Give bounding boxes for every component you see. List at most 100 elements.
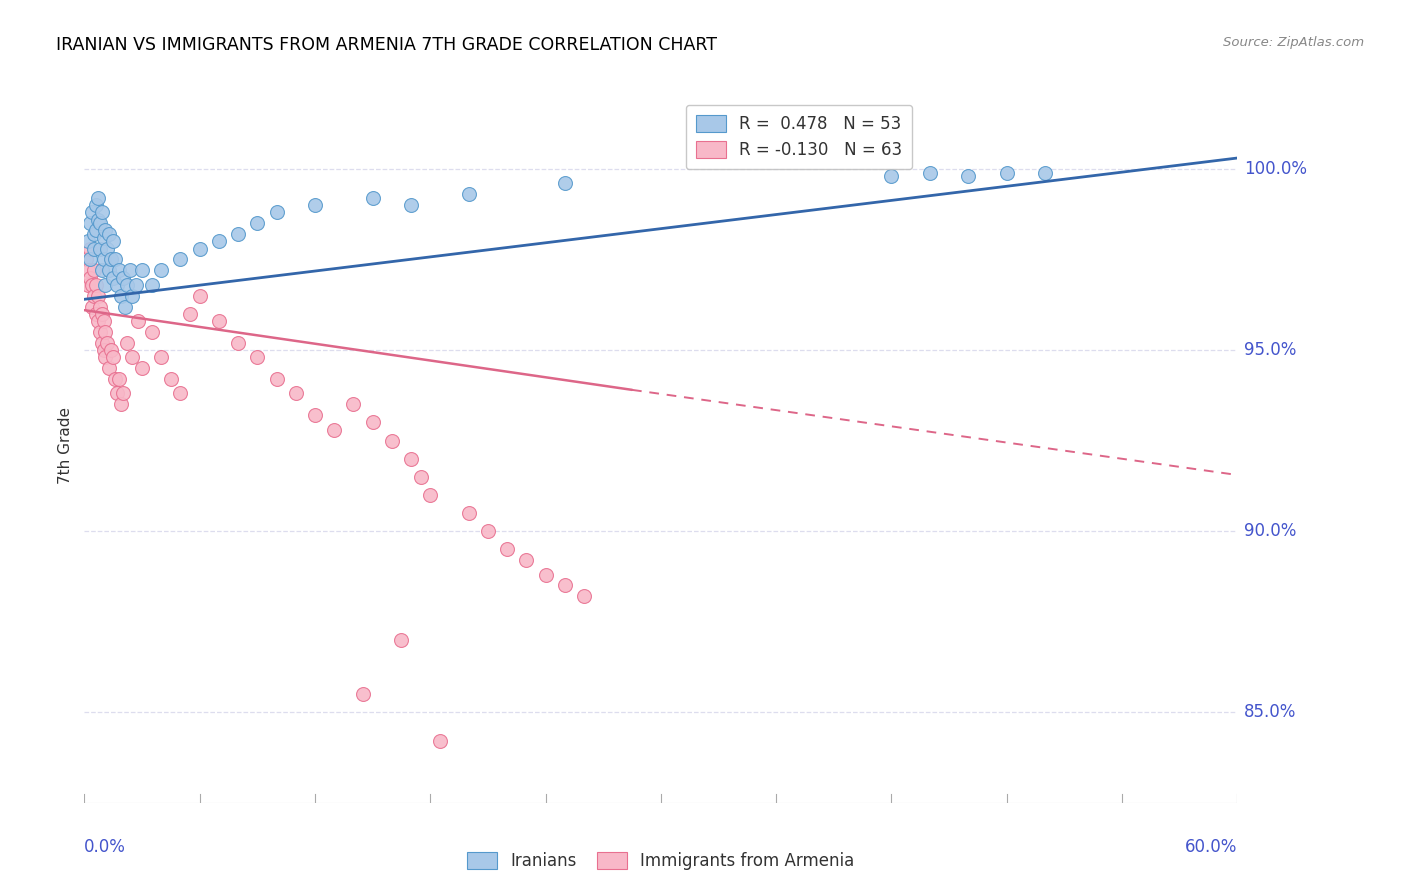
Point xyxy=(77,263,100,277)
Point xyxy=(103,235,124,249)
Point xyxy=(84,277,107,292)
Point xyxy=(226,227,249,241)
Point xyxy=(115,277,138,292)
Point xyxy=(104,372,127,386)
Point xyxy=(284,386,307,401)
Point xyxy=(89,325,111,339)
Point xyxy=(98,263,121,277)
Text: 100.0%: 100.0% xyxy=(1244,160,1308,178)
Point xyxy=(477,524,499,538)
Point xyxy=(75,252,97,267)
Point xyxy=(103,351,124,365)
Point xyxy=(110,288,132,302)
Text: 0.0%: 0.0% xyxy=(84,838,127,856)
Point xyxy=(93,343,115,357)
Text: IRANIAN VS IMMIGRANTS FROM ARMENIA 7TH GRADE CORRELATION CHART: IRANIAN VS IMMIGRANTS FROM ARMENIA 7TH G… xyxy=(56,36,717,54)
Point xyxy=(179,307,201,321)
Point xyxy=(96,335,118,350)
Point xyxy=(457,187,479,202)
Point xyxy=(150,351,173,365)
Point xyxy=(98,361,121,376)
Point xyxy=(96,242,118,256)
Point xyxy=(125,277,148,292)
Point xyxy=(266,205,288,219)
Point xyxy=(103,270,124,285)
Point xyxy=(131,361,153,376)
Point xyxy=(93,314,115,328)
Point xyxy=(131,263,153,277)
Text: Source: ZipAtlas.com: Source: ZipAtlas.com xyxy=(1223,36,1364,49)
Point xyxy=(457,506,479,520)
Point xyxy=(361,191,384,205)
Point xyxy=(361,416,384,430)
Point xyxy=(150,263,173,277)
Point xyxy=(89,216,111,230)
Point xyxy=(141,277,163,292)
Point xyxy=(554,578,576,592)
Point xyxy=(120,263,142,277)
Point xyxy=(93,230,115,244)
Point xyxy=(1033,165,1056,179)
Point xyxy=(98,227,121,241)
Text: 95.0%: 95.0% xyxy=(1244,341,1296,359)
Point xyxy=(87,212,110,227)
Point xyxy=(87,288,110,302)
Point xyxy=(79,216,101,230)
Point xyxy=(496,542,519,557)
Point xyxy=(188,242,211,256)
Point xyxy=(111,386,134,401)
Point xyxy=(121,351,143,365)
Point xyxy=(323,423,346,437)
Point xyxy=(90,307,112,321)
Point xyxy=(100,252,122,267)
Text: 85.0%: 85.0% xyxy=(1244,703,1296,722)
Point xyxy=(115,335,138,350)
Point xyxy=(94,223,117,237)
Point xyxy=(105,386,128,401)
Point xyxy=(554,177,576,191)
Point xyxy=(89,300,111,314)
Point xyxy=(429,734,451,748)
Point xyxy=(304,408,326,422)
Point xyxy=(80,277,103,292)
Point xyxy=(572,590,595,604)
Point xyxy=(77,235,100,249)
Text: 90.0%: 90.0% xyxy=(1244,522,1296,541)
Y-axis label: 7th Grade: 7th Grade xyxy=(58,408,73,484)
Point xyxy=(79,252,101,267)
Point xyxy=(90,335,112,350)
Point xyxy=(80,300,103,314)
Point xyxy=(880,169,903,183)
Point xyxy=(77,277,100,292)
Point xyxy=(399,451,422,466)
Point xyxy=(188,288,211,302)
Point xyxy=(391,632,413,647)
Point xyxy=(87,191,110,205)
Point xyxy=(87,314,110,328)
Point xyxy=(995,165,1018,179)
Point xyxy=(100,343,122,357)
Legend: Iranians, Immigrants from Armenia: Iranians, Immigrants from Armenia xyxy=(461,845,860,877)
Point xyxy=(105,277,128,292)
Point xyxy=(304,198,326,212)
Point xyxy=(84,223,107,237)
Point xyxy=(83,227,105,241)
Point xyxy=(342,397,364,411)
Point xyxy=(79,270,101,285)
Point xyxy=(246,216,269,230)
Point xyxy=(90,263,112,277)
Point xyxy=(918,165,941,179)
Point xyxy=(89,242,111,256)
Point xyxy=(419,488,441,502)
Point xyxy=(266,372,288,386)
Point xyxy=(159,372,183,386)
Point xyxy=(94,325,117,339)
Point xyxy=(409,470,432,484)
Point xyxy=(110,397,132,411)
Point xyxy=(515,553,537,567)
Point xyxy=(534,567,557,582)
Point xyxy=(141,325,163,339)
Point xyxy=(108,372,131,386)
Point xyxy=(169,252,191,267)
Text: 60.0%: 60.0% xyxy=(1185,838,1237,856)
